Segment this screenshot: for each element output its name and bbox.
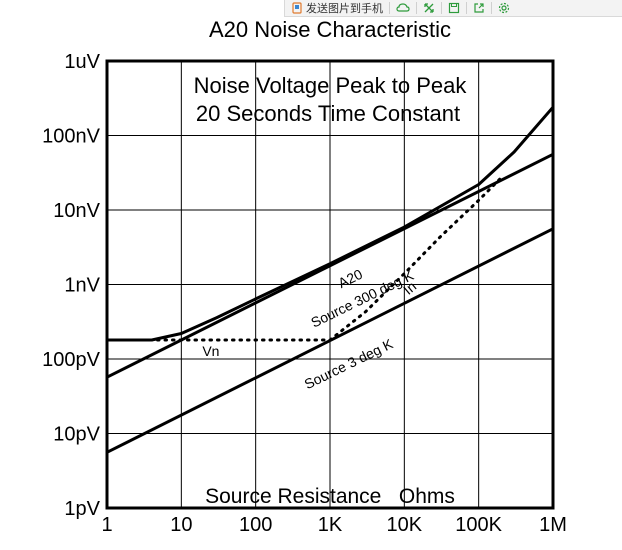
curve-label: Source 3 deg K (302, 335, 396, 392)
settings-icon (498, 2, 510, 14)
x-tick-label: 100K (455, 514, 502, 536)
curve-label: A20 (335, 266, 365, 291)
data-series (106, 106, 555, 454)
series-line-2 (107, 106, 555, 342)
share-button[interactable] (467, 0, 491, 16)
expand-button[interactable] (417, 0, 441, 16)
x-tick-label: 10 (170, 514, 192, 536)
save-icon (448, 2, 460, 14)
x-tick-label: 100 (239, 514, 272, 536)
annotation-line-2: 20 Seconds Time Constant (196, 101, 460, 126)
toolbar-divider (466, 2, 467, 14)
grid-lines (107, 61, 553, 508)
send-to-phone-label: 发送图片到手机 (306, 2, 383, 15)
y-tick-label: 1nV (64, 275, 100, 297)
y-tick-label: 10pV (53, 424, 100, 446)
y-tick-labels: 1pV 10pV 100pV 1nV 10nV 100nV 1uV (42, 51, 100, 520)
x-axis-label: Source Resistance Ohms (205, 485, 455, 508)
plot-frame (105, 59, 555, 510)
annotation-line-1: Noise Voltage Peak to Peak (194, 73, 468, 98)
send-phone-icon (291, 2, 303, 14)
toolbar-divider (441, 2, 442, 14)
x-tick-labels: 1 10 100 1K 10K 100K 1M (101, 514, 566, 536)
y-tick-label: 100pV (42, 349, 100, 371)
x-tick-label: 1 (101, 514, 112, 536)
image-viewer-toolbar: 发送图片到手机 (284, 0, 622, 17)
y-tick-label: 10nV (53, 200, 100, 222)
toolbar-divider (491, 2, 492, 14)
y-tick-label: 1pV (64, 498, 100, 520)
toolbar-divider (389, 2, 390, 14)
save-button[interactable] (442, 0, 466, 16)
x-tick-label: 1M (539, 514, 567, 536)
send-to-phone-button[interactable]: 发送图片到手机 (285, 0, 389, 16)
expand-icon (423, 2, 435, 14)
cloud-icon (396, 2, 410, 14)
x-tick-label: 10K (387, 514, 423, 536)
chart-title: A20 Noise Characteristic (209, 17, 451, 42)
cloud-button[interactable] (390, 0, 416, 16)
settings-button[interactable] (492, 0, 516, 16)
x-tick-label: 1K (318, 514, 343, 536)
y-tick-label: 100nV (42, 126, 100, 148)
series-line-4 (328, 176, 503, 342)
y-tick-label: 1uV (64, 51, 100, 73)
curve-label: Vn (202, 343, 219, 359)
share-icon (473, 2, 485, 14)
toolbar-divider (416, 2, 417, 14)
